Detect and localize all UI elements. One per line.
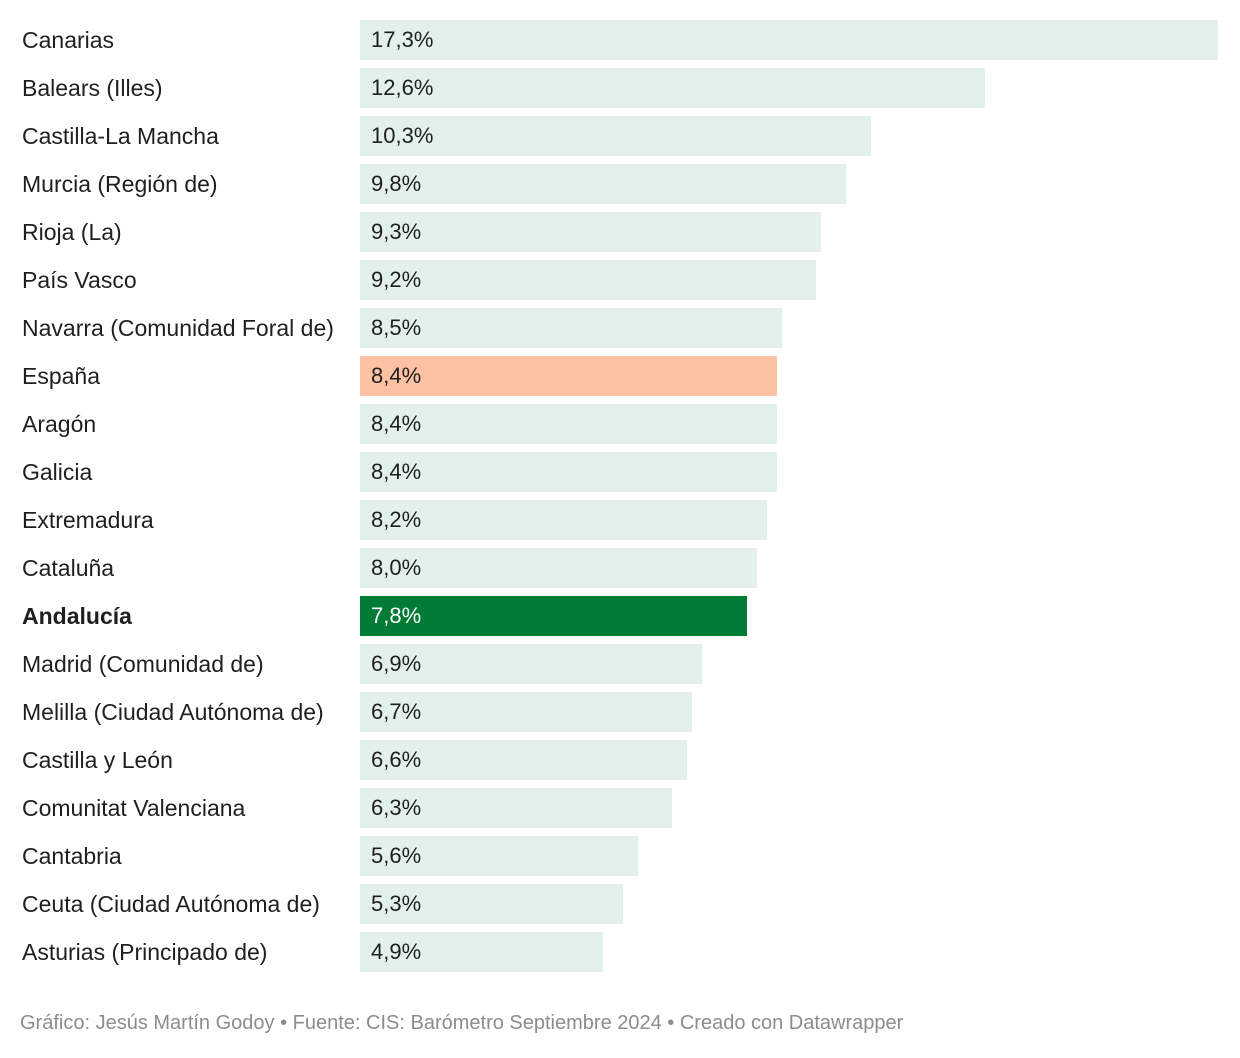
value-label: 7,8% xyxy=(371,603,422,628)
value-label: 8,0% xyxy=(371,555,422,580)
bar xyxy=(360,452,777,492)
value-label: 6,3% xyxy=(371,795,422,820)
category-label: País Vasco xyxy=(22,267,137,293)
bar xyxy=(360,356,777,396)
value-label: 9,3% xyxy=(371,219,422,244)
bar xyxy=(360,212,821,252)
chart-row: Castilla-La Mancha 10,3% xyxy=(0,116,1240,156)
chart-row: Melilla (Ciudad Autónoma de) 6,7% xyxy=(0,692,1240,732)
value-label: 8,2% xyxy=(371,507,422,532)
chart-row: Cataluña 8,0% xyxy=(0,548,1240,588)
category-label: Rioja (La) xyxy=(22,219,122,245)
bar xyxy=(360,500,767,540)
category-label: Melilla (Ciudad Autónoma de) xyxy=(22,699,324,725)
value-label: 5,6% xyxy=(371,843,422,868)
category-label: Galicia xyxy=(22,459,93,485)
bar xyxy=(360,20,1218,60)
chart-row: Murcia (Región de) 9,8% xyxy=(0,164,1240,204)
category-label: Cantabria xyxy=(22,843,122,869)
category-label: Navarra (Comunidad Foral de) xyxy=(22,315,334,341)
category-label: Canarias xyxy=(22,27,115,53)
value-label: 8,4% xyxy=(371,411,422,436)
value-label: 6,9% xyxy=(371,651,422,676)
bar xyxy=(360,692,692,732)
category-label: Cataluña xyxy=(22,555,115,581)
category-label: Aragón xyxy=(22,411,97,437)
bar xyxy=(360,116,871,156)
bar-chart: Canarias 17,3% Balears (Illes) 12,6% Castill… xyxy=(0,20,1240,972)
value-label: 8,4% xyxy=(371,459,422,484)
bar xyxy=(360,164,846,204)
bar xyxy=(360,404,777,444)
category-label: Castilla y León xyxy=(22,747,173,773)
value-label: 9,2% xyxy=(371,267,422,292)
value-label: 12,6% xyxy=(371,75,434,100)
bar xyxy=(360,308,782,348)
category-label: Madrid (Comunidad de) xyxy=(22,651,264,677)
bar xyxy=(360,740,687,780)
chart-row: Ceuta (Ciudad Autónoma de) 5,3% xyxy=(0,884,1240,924)
chart-row: Cantabria 5,6% xyxy=(0,836,1240,876)
value-label: 8,4% xyxy=(371,363,422,388)
value-label: 8,5% xyxy=(371,315,422,340)
category-label: Extremadura xyxy=(22,507,154,533)
chart-row: Balears (Illes) 12,6% xyxy=(0,68,1240,108)
chart-row: Andalucía 7,8% xyxy=(0,596,1240,636)
category-label: Andalucía xyxy=(22,603,132,629)
category-label: Castilla-La Mancha xyxy=(22,123,219,149)
category-label: Balears (Illes) xyxy=(22,75,163,101)
value-label: 17,3% xyxy=(371,27,434,52)
value-label: 5,3% xyxy=(371,891,422,916)
value-label: 4,9% xyxy=(371,939,422,964)
value-label: 6,7% xyxy=(371,699,422,724)
chart-row: Comunitat Valenciana 6,3% xyxy=(0,788,1240,828)
chart-row: Navarra (Comunidad Foral de) 8,5% xyxy=(0,308,1240,348)
value-label: 6,6% xyxy=(371,747,422,772)
chart-row: Canarias 17,3% xyxy=(0,20,1240,60)
chart-row: Castilla y León 6,6% xyxy=(0,740,1240,780)
value-label: 10,3% xyxy=(371,123,434,148)
bar xyxy=(360,788,672,828)
category-label: Asturias (Principado de) xyxy=(22,939,268,965)
chart-row: Extremadura 8,2% xyxy=(0,500,1240,540)
bar xyxy=(360,884,623,924)
value-label: 9,8% xyxy=(371,171,422,196)
category-label: Ceuta (Ciudad Autónoma de) xyxy=(22,891,320,917)
chart-row: Madrid (Comunidad de) 6,9% xyxy=(0,644,1240,684)
chart-row: Galicia 8,4% xyxy=(0,452,1240,492)
category-label: Murcia (Región de) xyxy=(22,171,218,197)
category-label: España xyxy=(22,363,101,389)
bar xyxy=(360,596,747,636)
chart-row: Asturias (Principado de) 4,9% xyxy=(0,932,1240,972)
bar xyxy=(360,836,638,876)
chart-row: España 8,4% xyxy=(0,356,1240,396)
bar xyxy=(360,932,603,972)
category-label: Comunitat Valenciana xyxy=(22,795,246,821)
bar xyxy=(360,548,757,588)
chart-row: Aragón 8,4% xyxy=(0,404,1240,444)
chart-row: Rioja (La) 9,3% xyxy=(0,212,1240,252)
bar xyxy=(360,644,702,684)
chart-row: País Vasco 9,2% xyxy=(0,260,1240,300)
chart-footer: Gráfico: Jesús Martín Godoy • Fuente: CI… xyxy=(20,1012,904,1034)
bar xyxy=(360,260,816,300)
bar xyxy=(360,68,985,108)
